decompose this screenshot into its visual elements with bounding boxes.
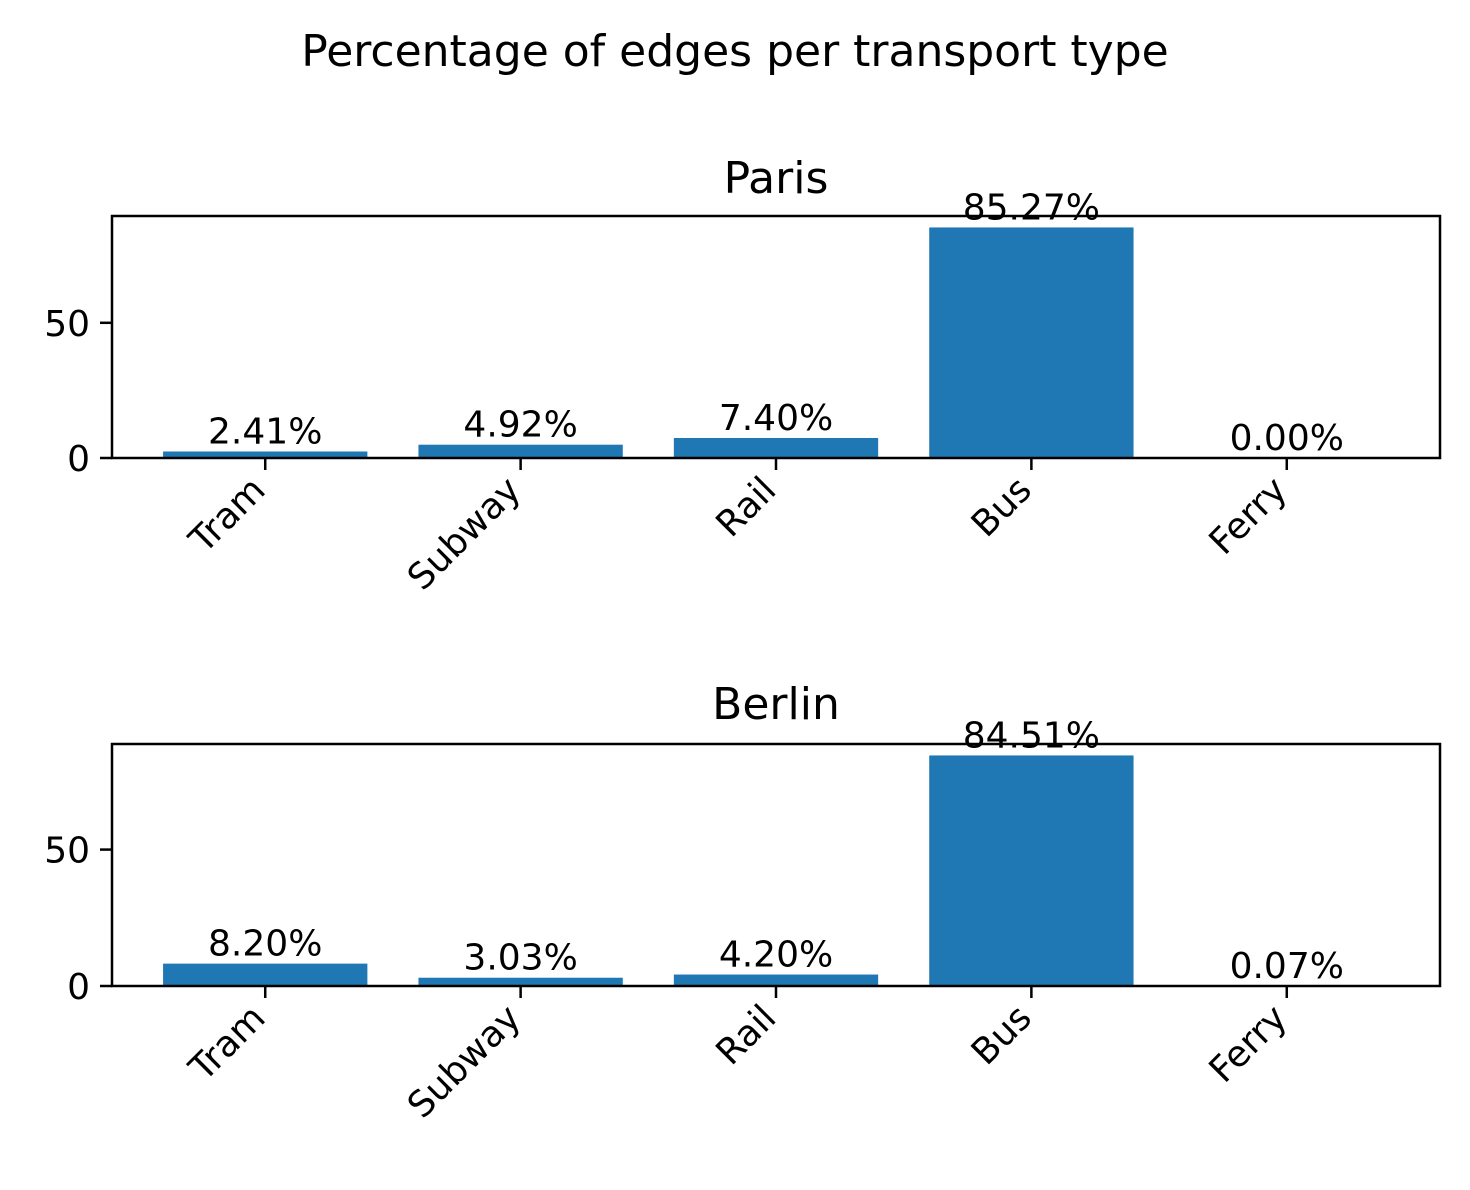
bar-label-berlin-bus: 84.51%: [963, 715, 1100, 756]
bar-label-berlin-subway: 3.03%: [463, 938, 577, 979]
bar-paris-rail: [673, 437, 879, 458]
x-tick-label-berlin-bus: Bus: [964, 997, 1040, 1073]
x-tick-label-berlin-rail: Rail: [708, 997, 784, 1073]
bar-berlin-bus: [929, 755, 1134, 986]
bar-paris-subway: [418, 444, 623, 458]
bar-label-paris-rail: 7.40%: [719, 398, 833, 439]
figure-title: Percentage of edges per transport type: [301, 26, 1168, 77]
subplot-title-paris: Paris: [724, 153, 829, 204]
y-tick-label-paris-0: 0: [67, 439, 90, 480]
bar-label-paris-ferry: 0.00%: [1230, 418, 1344, 459]
bar-label-berlin-rail: 4.20%: [719, 935, 833, 976]
bar-berlin-subway: [418, 977, 623, 986]
y-tick-label-berlin-0: 0: [67, 967, 90, 1008]
x-tick-label-paris-subway: Subway: [400, 469, 529, 598]
bars-paris: 2.41% 4.92% 7.40% 85.27% 0.00%: [163, 187, 1344, 459]
bar-label-berlin-tram: 8.20%: [208, 924, 322, 965]
bar-paris-bus: [929, 227, 1134, 458]
subplot-title-berlin: Berlin: [712, 679, 840, 730]
bar-label-paris-bus: 85.27%: [963, 187, 1100, 228]
y-tick-label-berlin-50: 50: [44, 831, 90, 872]
subplot-paris: Paris 2.41% 4.92% 7.40% 85.27% 0.00% Tram Sub…: [44, 153, 1442, 598]
bars-berlin: 8.20% 3.03% 4.20% 84.51% 0.07%: [163, 715, 1389, 987]
bar-berlin-rail: [673, 974, 879, 986]
bar-paris-tram: [163, 451, 368, 458]
x-tick-label-paris-bus: Bus: [964, 469, 1040, 545]
x-tick-label-paris-rail: Rail: [708, 469, 784, 545]
bar-label-paris-tram: 2.41%: [208, 411, 322, 452]
x-tick-label-paris-tram: Tram: [181, 469, 273, 561]
bar-label-berlin-ferry: 0.07%: [1230, 946, 1344, 987]
bar-label-paris-subway: 4.92%: [463, 405, 577, 446]
bar-berlin-tram: [163, 963, 368, 986]
x-tick-label-berlin-tram: Tram: [181, 997, 273, 1089]
x-tick-label-berlin-ferry: Ferry: [1202, 997, 1295, 1090]
subplot-berlin: Berlin 8.20% 3.03% 4.20% 84.51% 0.07% Tram Su…: [44, 679, 1442, 1126]
x-tick-label-paris-ferry: Ferry: [1202, 469, 1295, 562]
x-tick-label-berlin-subway: Subway: [400, 997, 529, 1126]
y-tick-label-paris-50: 50: [44, 304, 90, 345]
